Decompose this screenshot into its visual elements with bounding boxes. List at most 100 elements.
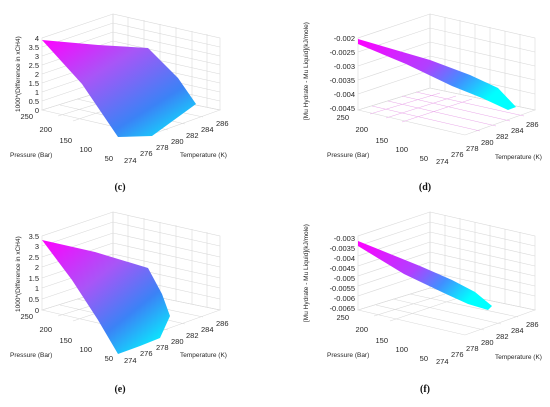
- panel-d-ylabel: Pressure (Bar): [327, 152, 369, 159]
- panel-d-xtick: 282: [496, 132, 509, 141]
- panel-c-ztick: 4: [35, 34, 39, 43]
- panel-c-xlabel: Temperature (K): [180, 152, 227, 159]
- panel-f-ytick: 250: [336, 313, 349, 322]
- panel-f-xtick: 276: [451, 350, 464, 359]
- panel-e-xtick: 280: [171, 337, 184, 346]
- panel-e-ytick: 250: [20, 312, 33, 321]
- panel-d: -0.002 -0.0025 -0.003 -0.0035 -0.004 -0.…: [303, 13, 542, 193]
- panel-e-ztick: 0.5: [29, 295, 39, 304]
- panel-c-ytick: 250: [20, 112, 33, 121]
- panel-e-xtick: 276: [140, 349, 153, 358]
- panel-c-xtick: 274: [124, 156, 137, 165]
- panel-d-floor-grid: [369, 91, 525, 132]
- panel-f-zticks: -0.003 -0.0035 -0.004 -0.0045 -0.005 -0.…: [330, 234, 355, 313]
- panel-e-ytick: 100: [79, 345, 92, 354]
- panel-d-xtick: 278: [466, 144, 479, 153]
- panel-f-ztick: -0.0045: [330, 264, 355, 273]
- panel-e-ztick: 3.5: [29, 232, 39, 241]
- panel-e-xtick: 282: [186, 331, 199, 340]
- panel-f-ytick: 100: [395, 345, 408, 354]
- panel-e-ztick: 2.5: [29, 253, 39, 262]
- panel-d-xtick: 274: [436, 157, 449, 166]
- panel-f: -0.003 -0.0035 -0.004 -0.0045 -0.005 -0.…: [303, 211, 542, 395]
- panel-e-ytick: 200: [39, 325, 52, 334]
- panel-f-ztick: -0.0055: [330, 284, 355, 293]
- panel-f-zlabel: [Mu Hydrate - Mu Liquid](kJ/mole): [303, 224, 310, 322]
- panel-e-surface: [42, 240, 170, 354]
- panel-d-ytick: 150: [375, 136, 388, 145]
- panel-f-yticks: 250 200 150 100 50: [336, 313, 428, 363]
- panel-f-box: [356, 211, 537, 336]
- panel-c: 4 3.5 3 2.5 2 1.5 1 0.5 0 1000*(Differen…: [10, 13, 229, 193]
- panel-c-xtick: 284: [201, 125, 214, 134]
- panel-f-ytick: 150: [375, 336, 388, 345]
- panel-e-ytick: 150: [59, 336, 72, 345]
- panel-e-yticks: 250 200 150 100 50: [20, 312, 113, 363]
- panel-c-caption: (c): [114, 182, 125, 193]
- panel-f-xtick: 274: [436, 357, 449, 366]
- panel-d-xlabel: Temperature (K): [495, 154, 542, 161]
- panel-d-zticks: -0.002 -0.0025 -0.003 -0.0035 -0.004 -0.…: [330, 34, 355, 113]
- panel-c-ztick: 2: [35, 70, 39, 79]
- panel-c-ztick: 2.5: [29, 61, 39, 70]
- panel-c-surface: [42, 40, 196, 137]
- panel-c-ytick: 200: [39, 125, 52, 134]
- panel-e-ylabel: Pressure (Bar): [10, 352, 52, 359]
- panel-e-xlabel: Temperature (K): [180, 352, 227, 359]
- panel-c-ztick: 1: [35, 88, 39, 97]
- panel-c-zticks: 4 3.5 3 2.5 2 1.5 1 0.5 0: [29, 34, 39, 115]
- panel-f-ztick: -0.003: [334, 234, 355, 243]
- panel-f-surface: [358, 241, 492, 310]
- panel-e-ztick: 2: [35, 263, 39, 272]
- panel-c-ytick: 100: [79, 145, 92, 154]
- panel-e-ztick: 1.5: [29, 274, 39, 283]
- panel-c-zlabel: 1000*(Difference in xCH4): [15, 36, 22, 112]
- panel-d-xtick: 276: [451, 150, 464, 159]
- panel-d-ytick: 250: [336, 113, 349, 122]
- panel-e: 3.5 3 2.5 2 1.5 1 0.5 0 1000*(Difference…: [10, 211, 229, 395]
- panel-d-caption: (d): [419, 182, 431, 193]
- panel-d-ytick: 100: [395, 145, 408, 154]
- panel-d-ztick: -0.0045: [330, 104, 355, 113]
- panel-c-xtick: 282: [186, 131, 199, 140]
- panel-f-xtick: 282: [496, 332, 509, 341]
- panel-e-xticks: 274 276 278 280 282 284 286: [124, 319, 229, 365]
- panel-f-ztick: -0.005: [334, 274, 355, 283]
- panel-d-ztick: -0.0025: [330, 48, 355, 57]
- panel-c-xtick: 286: [216, 119, 229, 128]
- panel-e-caption: (e): [114, 384, 125, 395]
- panel-c-xticks: 274 276 278 280 282 284 286: [124, 119, 229, 165]
- panel-e-xtick: 274: [124, 356, 137, 365]
- panel-e-ztick: 0: [35, 306, 39, 315]
- panel-f-ztick: -0.0065: [330, 304, 355, 313]
- panel-f-ztick: -0.004: [334, 254, 355, 263]
- panel-d-ytick: 200: [355, 125, 368, 134]
- panel-e-xtick: 286: [216, 319, 229, 328]
- panel-e-xtick: 278: [156, 343, 169, 352]
- panel-c-ytick: 50: [105, 154, 113, 163]
- panel-f-xticks: 274 276 278 280 282 284 286: [436, 320, 539, 366]
- panel-f-ylabel: Pressure (Bar): [327, 352, 369, 359]
- panel-d-ytick: 50: [420, 154, 428, 163]
- panel-c-ylabel: Pressure (Bar): [10, 152, 52, 159]
- panel-e-ztick: 3: [35, 242, 39, 251]
- panel-d-ztick: -0.003: [334, 62, 355, 71]
- panel-f-caption: (f): [420, 384, 430, 395]
- panel-f-xtick: 286: [526, 320, 539, 329]
- panel-d-xtick: 280: [481, 138, 494, 147]
- panel-c-ztick: 0: [35, 106, 39, 115]
- panel-d-ztick: -0.0035: [330, 76, 355, 85]
- panel-d-xtick: 286: [526, 120, 539, 129]
- panel-c-yticks: 250 200 150 100 50: [20, 112, 113, 163]
- panel-e-ztick: 1: [35, 284, 39, 293]
- panel-f-ytick: 50: [420, 354, 428, 363]
- panel-d-surface: [358, 39, 516, 110]
- panel-c-xtick: 276: [140, 149, 153, 158]
- panel-f-ytick: 200: [355, 325, 368, 334]
- panel-d-zlabel: [Mu Hydrate - Mu Liquid](kJ/mole): [303, 22, 310, 120]
- panel-f-xlabel: Temperature (K): [495, 354, 542, 361]
- panel-c-ytick: 150: [59, 136, 72, 145]
- panel-c-ztick: 1.5: [29, 79, 39, 88]
- panel-f-ztick: -0.006: [334, 294, 355, 303]
